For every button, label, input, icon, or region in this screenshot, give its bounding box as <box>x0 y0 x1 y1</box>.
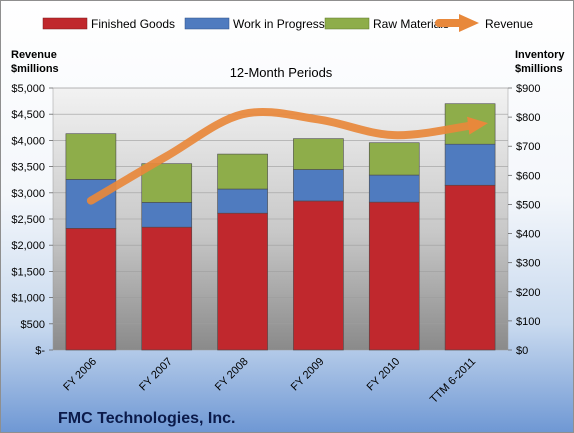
right-axis-ticks: $0 $100 $200 $300 $400 $500 $600 $700 $800 $900 <box>508 83 540 357</box>
left-tick-label: $1,500 <box>11 266 45 278</box>
legend-label-finished-goods: Finished Goods <box>91 17 175 31</box>
left-tick-label: $3,000 <box>11 188 45 200</box>
legend-label-work-in-progress: Work in Progress <box>233 17 325 31</box>
bar-finished-goods <box>368 201 420 351</box>
right-tick-label: $800 <box>516 112 540 124</box>
legend-swatch-work-in-progress <box>184 17 230 30</box>
revenue-line <box>86 107 488 205</box>
legend: Finished Goods Work in Progress Raw Mate… <box>42 14 533 32</box>
right-tick-label: $700 <box>516 141 540 153</box>
left-tick-label: $2,000 <box>11 240 45 252</box>
gridlines <box>53 87 508 325</box>
right-tick-label: $100 <box>516 316 540 328</box>
x-tick-label: FY 2010 <box>365 356 403 394</box>
bar-finished-goods <box>65 228 117 351</box>
left-tick-label: $4,500 <box>11 109 45 121</box>
right-tick-label: $900 <box>516 83 540 95</box>
bar-finished-goods <box>141 226 193 351</box>
left-axis-title-line2: $millions <box>11 63 59 75</box>
left-tick-label: $5,000 <box>11 83 45 95</box>
x-tick-label: FY 2006 <box>61 356 99 394</box>
left-tick-label: $3,500 <box>11 162 45 174</box>
bar-work-in-progress <box>444 143 496 186</box>
x-tick-label: TTM 6-2011 <box>428 356 478 406</box>
legend-label-revenue: Revenue <box>485 17 533 31</box>
chart-title: 12-Month Periods <box>230 65 333 80</box>
left-tick-label: $- <box>35 345 45 357</box>
right-axis-title-line2: $millions <box>515 63 563 75</box>
x-tick-label: FY 2008 <box>213 356 251 394</box>
left-tick-label: $4,000 <box>11 135 45 147</box>
legend-swatch-raw-materials <box>324 17 370 30</box>
right-tick-label: $600 <box>516 170 540 182</box>
x-axis-ticks: FY 2006 FY 2007 FY 2008 FY 2009 FY 2010 TTM 6… <box>61 356 478 406</box>
right-tick-label: $300 <box>516 258 540 270</box>
bar-finished-goods <box>444 184 496 351</box>
left-axis-ticks: $- $500 $1,000 $1,500 $2,000 $2,500 $3,000 $3,5… <box>11 83 53 357</box>
right-tick-label: $200 <box>516 287 540 299</box>
bar-finished-goods <box>217 212 268 351</box>
left-tick-label: $500 <box>21 319 45 331</box>
legend-label-raw-materials: Raw Materials <box>373 17 449 31</box>
x-tick-label: FY 2009 <box>289 356 327 394</box>
bar-work-in-progress <box>368 174 420 203</box>
bar-work-in-progress <box>217 188 268 214</box>
left-axis-title-line1: Revenue <box>11 49 57 61</box>
left-tick-label: $2,500 <box>11 214 45 226</box>
bar-raw-materials <box>217 153 268 190</box>
right-tick-label: $500 <box>516 199 540 211</box>
revenue-line-path <box>86 107 488 205</box>
right-axis-title-line1: Inventory <box>515 49 565 61</box>
bar-finished-goods <box>293 200 344 351</box>
right-tick-label: $400 <box>516 229 540 241</box>
bar-work-in-progress <box>293 169 344 202</box>
bar-work-in-progress <box>141 202 193 228</box>
legend-swatch-finished-goods <box>42 17 88 30</box>
bar-raw-materials <box>293 138 344 170</box>
bar-raw-materials <box>65 133 117 180</box>
right-tick-label: $0 <box>516 345 528 357</box>
bar-raw-materials <box>368 142 420 176</box>
left-tick-label: $1,000 <box>11 293 45 305</box>
x-tick-label: FY 2007 <box>137 356 175 394</box>
company-name: FMC Technologies, Inc. <box>58 410 236 427</box>
